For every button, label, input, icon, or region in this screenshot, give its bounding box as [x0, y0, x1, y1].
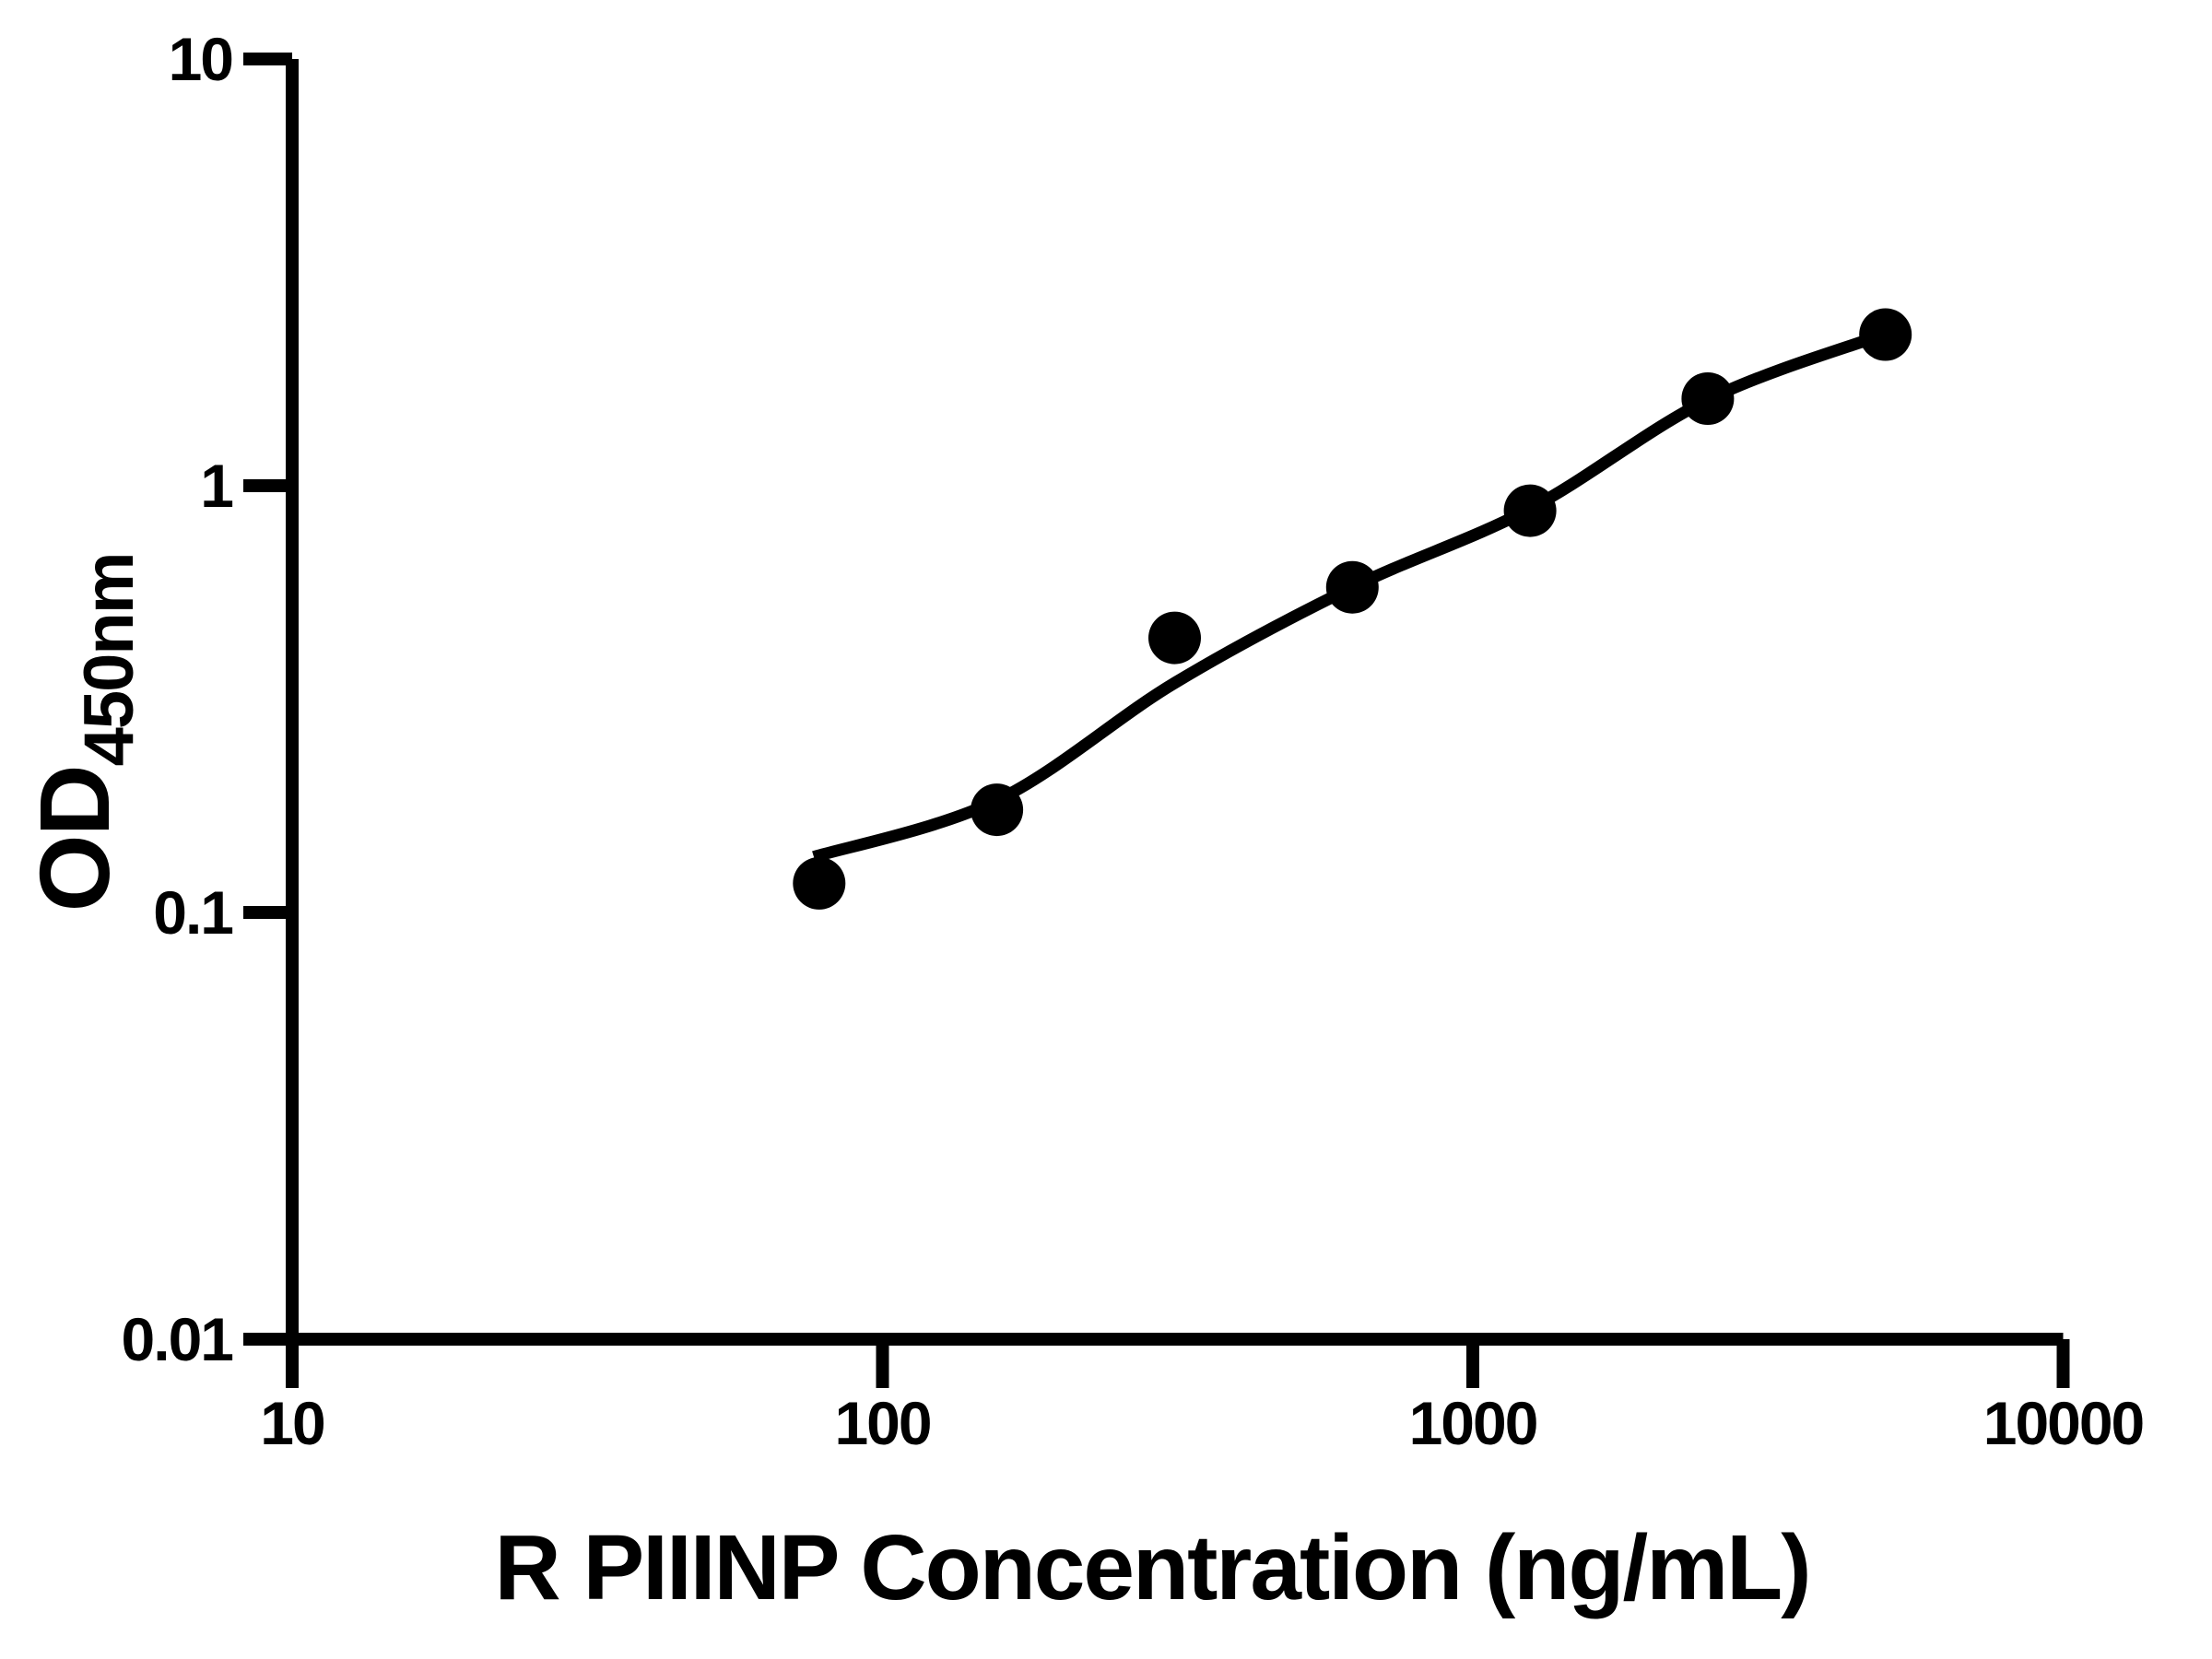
y-tick-label: 0.1 [153, 878, 232, 947]
y-axis-title-subscript: 450nm [70, 554, 148, 767]
x-tick-label: 10 [260, 1389, 324, 1457]
y-axis-ticks [243, 53, 292, 1346]
x-axis-title: R PIIINP Concentration (ng/mL) [494, 1516, 1809, 1619]
x-tick-label: 100 [834, 1389, 930, 1457]
data-points [793, 308, 1912, 910]
y-axis-tick-labels: 0.01 0.1 1 10 [122, 25, 235, 1373]
data-point [793, 856, 846, 910]
x-axis-ticks [286, 1339, 2070, 1388]
data-point [1148, 611, 1201, 665]
data-point [971, 783, 1024, 837]
y-tick-label: 1 [200, 452, 232, 520]
axes-frame [286, 59, 2064, 1346]
x-tick-label: 1000 [1409, 1389, 1537, 1457]
data-point [1325, 560, 1379, 614]
y-tick-label: 0.01 [122, 1305, 233, 1373]
data-point [1859, 308, 1912, 361]
x-tick-label: 10000 [1983, 1389, 2144, 1457]
data-point [1503, 484, 1557, 537]
y-axis-title-main: OD [18, 766, 130, 912]
data-point [1681, 372, 1735, 425]
y-axis-title: OD450nm [18, 554, 148, 912]
y-tick-label: 10 [169, 25, 232, 93]
x-axis-tick-labels: 10 100 1000 10000 [260, 1389, 2145, 1457]
